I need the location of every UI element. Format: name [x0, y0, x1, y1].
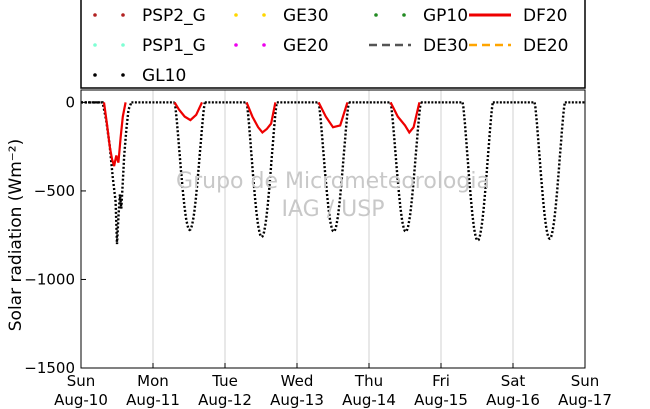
- x-tick-date-4: Aug-14: [342, 391, 396, 409]
- legend-label-gl10: GL10: [142, 66, 186, 86]
- legend-label-ge30: GE30: [283, 6, 329, 26]
- watermark-line-2: IAG / USP: [282, 197, 385, 222]
- y-tick-label-3: −1500: [24, 359, 75, 377]
- legend-marker-ge30-a: [234, 13, 238, 17]
- legend-label-de20: DE20: [523, 36, 568, 56]
- df20-line-day-4: [389, 101, 421, 135]
- gl10-line-day-5: [461, 102, 494, 242]
- x-tick-date-2: Aug-12: [198, 391, 252, 409]
- x-tick-date-7: Aug-17: [558, 391, 612, 409]
- legend-marker-gl10-a: [93, 73, 97, 77]
- legend-marker-gl10-b: [121, 73, 125, 77]
- x-tick-date-1: Aug-11: [126, 391, 180, 409]
- legend-label-psp1-g: PSP1_G: [142, 36, 206, 56]
- legend-marker-psp1-g-b: [121, 43, 125, 47]
- x-tick-date-0: Aug-10: [54, 391, 108, 409]
- x-tick-day-3: Wed: [281, 372, 314, 390]
- x-tick-day-6: Sat: [501, 372, 526, 390]
- x-tick-day-1: Mon: [137, 372, 169, 390]
- y-tick-label-2: −1000: [24, 270, 75, 288]
- y-tick-label-1: −500: [34, 182, 75, 200]
- gl10-line-day-4: [389, 102, 422, 234]
- legend-marker-psp2-g-b: [121, 13, 125, 17]
- x-tick-day-7: Sun: [571, 372, 600, 390]
- x-tick-day-5: Fri: [432, 372, 450, 390]
- legend: PSP2_G GE30 GP10 DF20 PSP1_G GE20 DE30 DE20 GL10: [80, 0, 586, 89]
- legend-marker-psp1-g-a: [93, 43, 97, 47]
- gl10-line-day-3: [317, 102, 350, 234]
- legend-marker-gp10-b: [402, 13, 406, 17]
- y-tick-label-0: 0: [65, 93, 75, 111]
- legend-marker-ge30-b: [262, 13, 266, 17]
- legend-label-de30: DE30: [423, 36, 468, 56]
- df20-line-day-1: [173, 101, 203, 122]
- legend-marker-psp2-g-a: [93, 13, 97, 17]
- legend-label-psp2-g: PSP2_G: [142, 6, 206, 26]
- watermark: Grupo de Micrometeorologia IAG / USP: [176, 169, 490, 222]
- legend-marker-ge20-b: [262, 43, 266, 47]
- x-tick-day-2: Tue: [211, 372, 238, 390]
- x-tick-day-4: Thu: [354, 372, 383, 390]
- df20-line-day-3: [317, 101, 349, 129]
- gl10-line-day-1: [173, 102, 206, 232]
- legend-marker-gp10-a: [374, 13, 378, 17]
- df20-line-day-0: [102, 102, 127, 167]
- x-tick-day-0: Sun: [67, 372, 96, 390]
- plot-frame: [80, 89, 586, 369]
- legend-marker-ge20-a: [234, 43, 238, 47]
- watermark-line-1: Grupo de Micrometeorologia: [176, 169, 490, 194]
- gl10-line-day-6: [533, 102, 566, 241]
- legend-label-gp10: GP10: [423, 6, 468, 26]
- x-tick-date-3: Aug-13: [270, 391, 324, 409]
- legend-label-df20: DF20: [523, 6, 568, 26]
- legend-label-ge20: GE20: [283, 36, 329, 56]
- y-axis-label: Solar radiation (Wm⁻²): [6, 139, 26, 331]
- x-tick-date-5: Aug-15: [414, 391, 468, 409]
- x-tick-date-6: Aug-16: [486, 391, 540, 409]
- df20-line-day-2: [245, 101, 277, 135]
- gl10-line-day-2: [245, 102, 278, 239]
